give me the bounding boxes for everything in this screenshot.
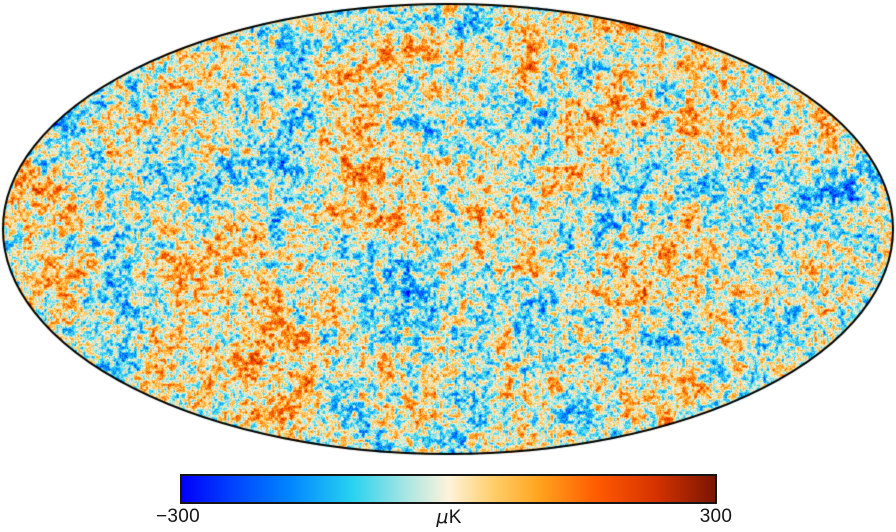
colorbar-unit-label: μK bbox=[436, 506, 461, 529]
colorbar-min-label: −300 bbox=[156, 506, 200, 527]
kelvin-glyph: K bbox=[448, 507, 462, 528]
mollweide-sky-map bbox=[0, 0, 896, 462]
colorbar-gradient bbox=[180, 474, 717, 504]
mu-glyph: μ bbox=[436, 506, 449, 528]
colorbar-max-label: 300 bbox=[699, 506, 733, 527]
